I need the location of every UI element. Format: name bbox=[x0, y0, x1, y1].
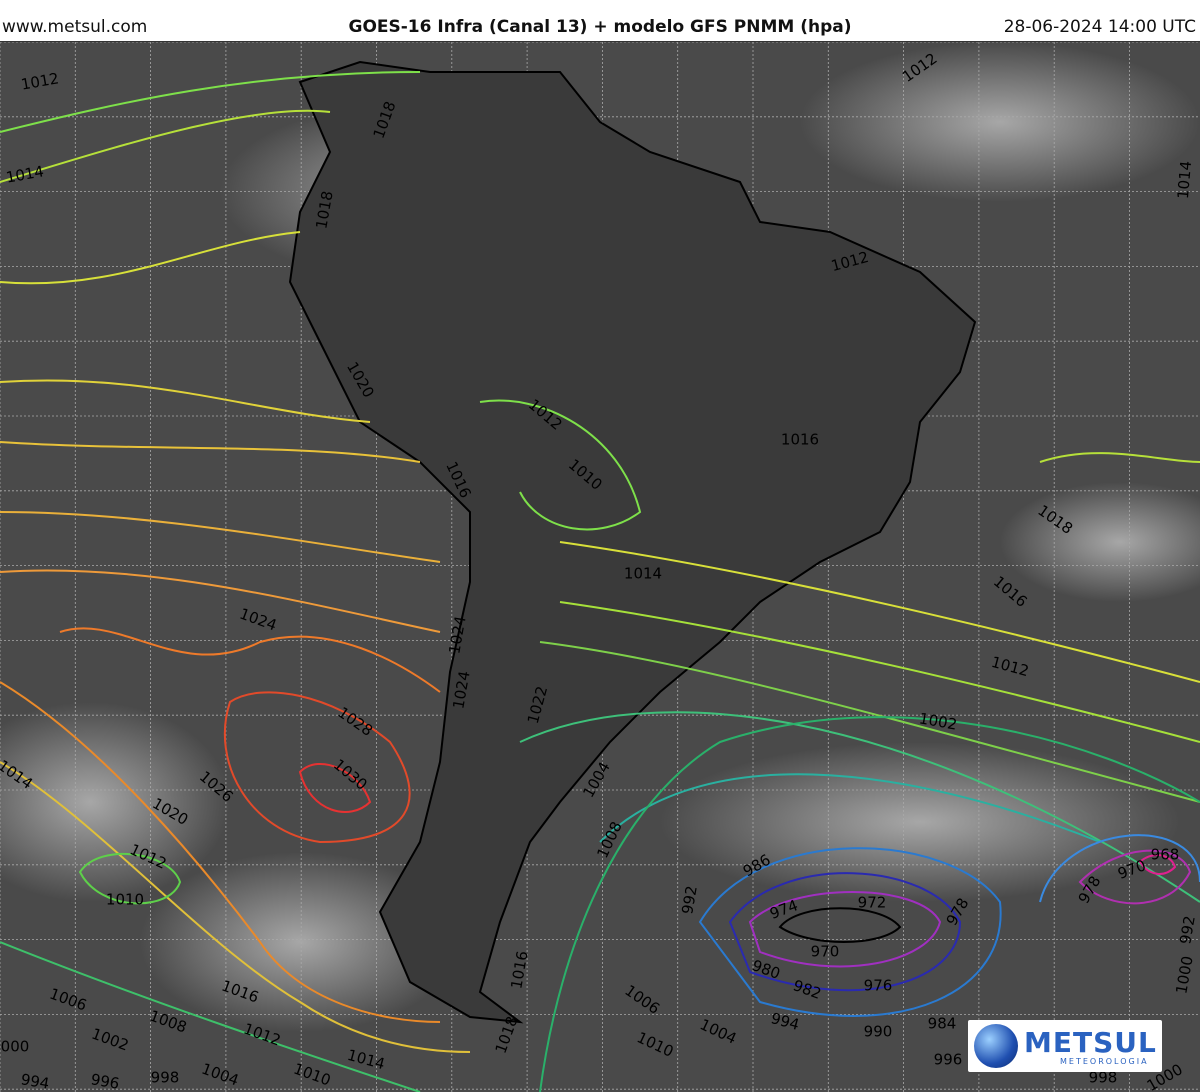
map: 1012101410181018101210141012102010161012… bbox=[0, 42, 1200, 1092]
isobar-label: 998 bbox=[151, 1069, 180, 1087]
logo-globe bbox=[974, 1024, 1018, 1068]
isobars bbox=[0, 71, 1200, 1092]
map-title: GOES-16 Infra (Canal 13) + modelo GFS PN… bbox=[348, 17, 852, 37]
isobar-label: 994 bbox=[19, 1070, 50, 1092]
isobar-label: 968 bbox=[1151, 846, 1180, 864]
isobar-label: 996 bbox=[89, 1070, 120, 1092]
header: www.metsul.com GOES-16 Infra (Canal 13) … bbox=[0, 0, 1200, 42]
isobar-label: 1010 bbox=[106, 891, 144, 909]
logo-name: METSUL bbox=[1024, 1026, 1157, 1059]
isobar-label: 1016 bbox=[781, 431, 819, 449]
isobar-label: 998 bbox=[1089, 1069, 1118, 1087]
isobar-label: 976 bbox=[864, 977, 893, 995]
isobar-label: 1014 bbox=[1174, 160, 1195, 200]
timestamp: 28-06-2024 14:00 UTC bbox=[1003, 17, 1196, 37]
logo: METSUL METEOROLOGIA bbox=[968, 1020, 1162, 1072]
isobar-label: 990 bbox=[864, 1023, 893, 1041]
isobar-label: 996 bbox=[934, 1051, 963, 1069]
isobar-label: 970 bbox=[811, 943, 840, 961]
logo-subtitle: METEOROLOGIA bbox=[1060, 1057, 1149, 1066]
isobar-label: 972 bbox=[858, 894, 887, 912]
isobar-label: 1014 bbox=[624, 565, 662, 583]
site-url: www.metsul.com bbox=[2, 17, 148, 37]
isobar-label: 992 bbox=[1176, 914, 1199, 945]
isobar-label: 000 bbox=[1, 1038, 30, 1056]
continent-outline bbox=[288, 60, 977, 1024]
isobar-label: 992 bbox=[678, 884, 701, 915]
isobar-label: 984 bbox=[928, 1015, 957, 1033]
